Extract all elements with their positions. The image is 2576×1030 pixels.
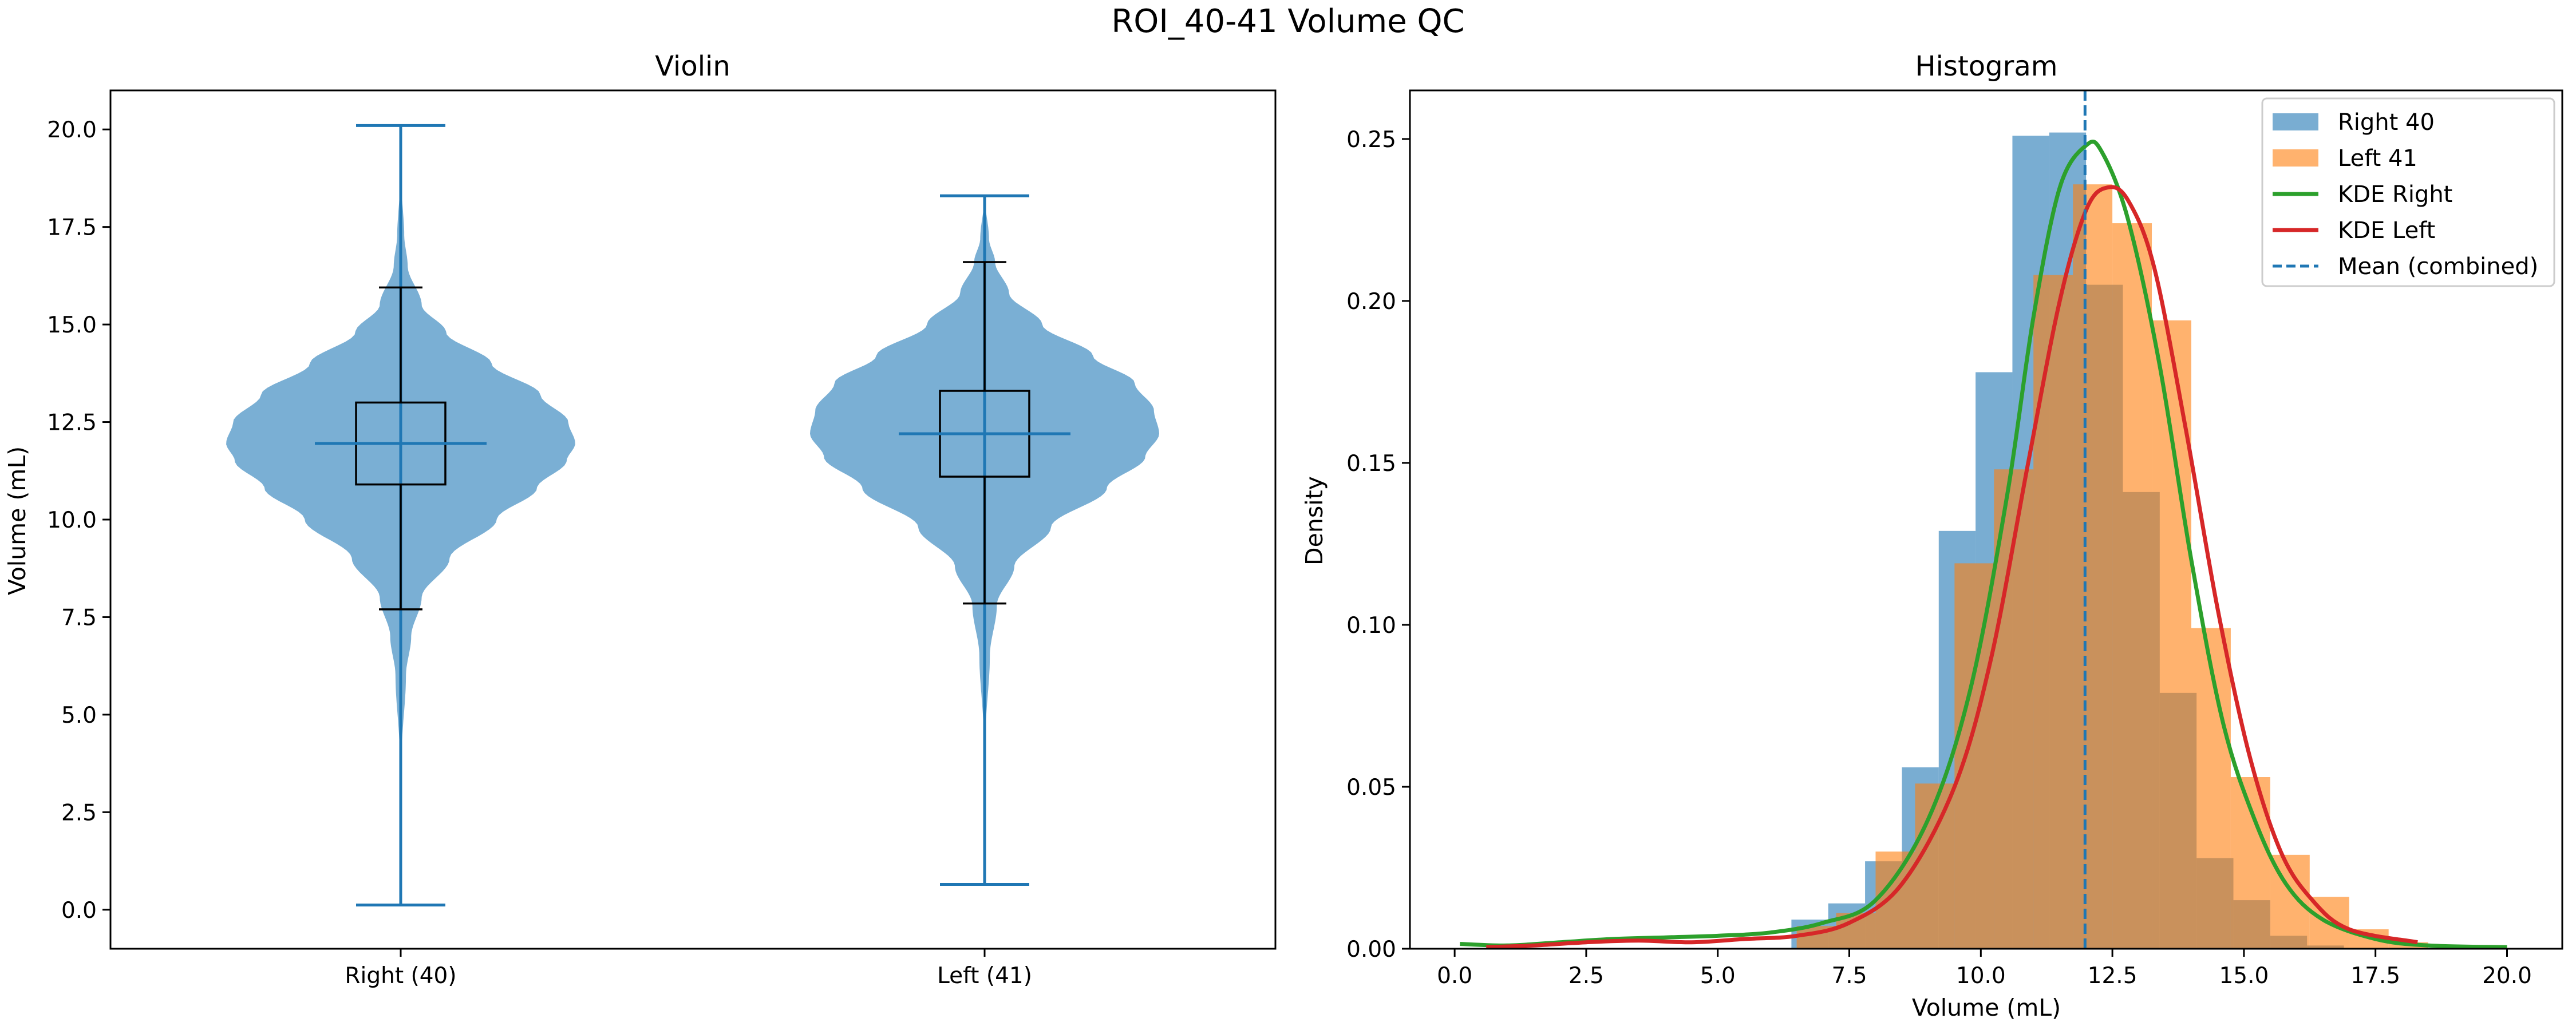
legend-entry-label: KDE Right [2338,181,2452,208]
histogram-title: Histogram [1915,50,2058,82]
histogram-panel: Histogram 0.00 0.05 0.10 0.15 0.20 0.25 0.0 2.5… [1301,50,2563,1021]
histogram-x-tick-label: 12.5 [2088,963,2138,989]
legend-entry-label: Right 40 [2338,109,2435,136]
violin-x-tick-label: Right (40) [345,963,456,989]
histogram-x-tick-label: 7.5 [1831,963,1867,989]
histogram-y-tick-label: 0.25 [1346,127,1396,153]
histogram-y-tick-label: 0.05 [1346,775,1396,801]
violin-title: Violin [655,50,730,82]
histogram-bar [1875,851,1915,949]
violin-y-tick-label: 0.0 [61,898,97,924]
histogram-y-tick-label: 0.10 [1346,613,1396,639]
violin-plot-area: 0.0 2.5 5.0 7.5 10.0 12.5 15.0 17.5 20.0 Right (4… [47,89,1277,989]
histogram-bar [1915,783,1955,949]
histogram-x-tick-label: 17.5 [2350,963,2400,989]
violin-y-tick-label: 17.5 [47,215,97,241]
histogram-x-tick-label: 15.0 [2219,963,2269,989]
histogram-bar [1954,563,1994,949]
violin-panel: Violin 0.0 2.5 5.0 7.5 10.0 12.5 15.0 17.5 20.0 R… [3,50,1277,989]
violin-y-tick-label: 5.0 [61,703,97,728]
violin-axes-frame [109,89,1277,950]
violin-y-axis-label: Volume (mL) [3,446,31,595]
figure-title: ROI_40-41 Volume QC [1111,3,1464,40]
violin-y-tick-label: 15.0 [47,312,97,338]
histogram-bar [2033,275,2073,949]
histogram-x-tick-label: 20.0 [2482,963,2532,989]
histogram-legend: Right 40 Left 41 KDE Right KDE Left Mean (co… [2261,97,2555,287]
histogram-y-tick-label: 0.20 [1346,289,1396,315]
histogram-bar [2073,184,2113,949]
violin-x-tick-label: Left (41) [937,963,1032,989]
violin-y-tick-label: 12.5 [47,410,97,436]
histogram-bar [2191,628,2231,949]
histogram-y-axis-label: Density [1301,476,1328,565]
legend-swatch [2273,149,2318,167]
histogram-bar [2112,223,2152,949]
histogram-bar [2152,320,2191,949]
histogram-x-tick-label: 5.0 [1700,963,1736,989]
legend-entry-label: Mean (combined) [2338,253,2538,280]
violin-y-tick-label: 2.5 [61,800,97,826]
violin-y-tick-label: 20.0 [47,117,97,143]
violin-y-tick-label: 7.5 [61,605,97,631]
histogram-x-axis-label: Volume (mL) [1912,994,2061,1021]
violin-y-tick-label: 10.0 [47,508,97,533]
legend-frame [2261,97,2555,287]
histogram-x-tick-label: 2.5 [1568,963,1604,989]
histogram-x-tick-label: 0.0 [1437,963,1472,989]
legend-entry-label: Left 41 [2338,145,2417,172]
histogram-axes-frame [1409,89,2563,950]
histogram-plot-area: 0.00 0.05 0.10 0.15 0.20 0.25 0.0 2.5 5.0 7.5 10.0… [1346,89,2563,989]
histogram-x-tick-label: 10.0 [1956,963,2006,989]
legend-entry-label: KDE Left [2338,217,2435,244]
histogram-y-tick-label: 0.00 [1346,937,1396,962]
kde-curve [1486,185,2418,949]
histogram-y-tick-label: 0.15 [1346,451,1396,477]
legend-swatch [2273,113,2318,130]
kde-curve [1460,140,2507,949]
